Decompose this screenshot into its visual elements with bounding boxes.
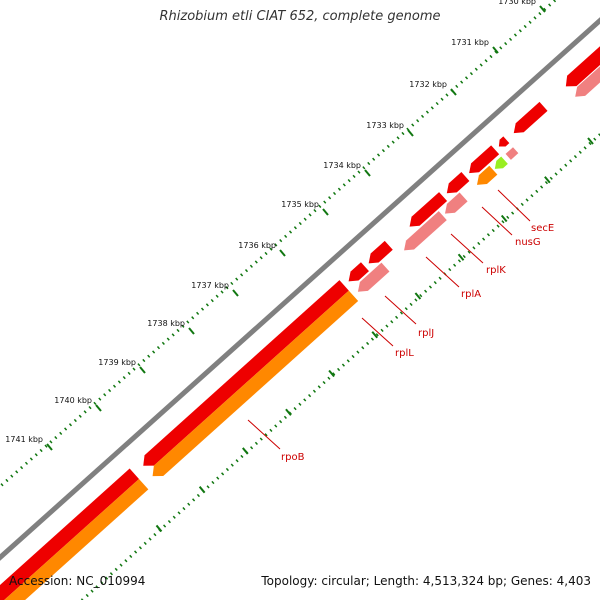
scale-tick-mark: [407, 129, 414, 137]
misc-feature-green[interactable]: [494, 156, 508, 169]
scale-tick-mark: [322, 208, 329, 216]
inner-tick-track: [80, 132, 600, 600]
inner-tick-mark: [457, 253, 465, 261]
inner-tick-mark: [155, 524, 163, 533]
rna-feature-rplK[interactable]: [444, 192, 468, 214]
cds-feature-rplA[interactable]: [409, 192, 448, 227]
gene-label-leader: [497, 189, 531, 222]
inner-tick-mark: [500, 214, 508, 223]
inner-tick-mark: [544, 176, 551, 184]
scale-tick-label: 1737 kbp: [191, 281, 229, 290]
rna-feature-rplA[interactable]: [404, 211, 447, 251]
gene-label-leader: [450, 233, 484, 264]
scale-tick-mark: [46, 443, 53, 451]
cds-feature-rplL[interactable]: [348, 262, 369, 282]
scale-tick-label: 1733 kbp: [366, 121, 404, 130]
cds-feature-secE[interactable]: [498, 136, 510, 147]
cds-feature-nusG[interactable]: [469, 145, 500, 174]
gene-label-leader: [425, 256, 460, 288]
gene-label-leader: [384, 295, 417, 325]
rna-feature-rplJ[interactable]: [357, 262, 390, 292]
inner-tick-mark: [587, 137, 594, 145]
cds-feature-rpoC[interactable]: [0, 468, 139, 600]
scale-tick-mark: [539, 5, 546, 13]
cds-feature-rplK[interactable]: [446, 172, 470, 194]
scale-tick-label: 1734 kbp: [323, 161, 361, 170]
scale-tick-mark: [364, 169, 371, 177]
scale-tick-label: 1740 kbp: [54, 396, 92, 405]
cds-feature-top[interactable]: [565, 28, 600, 87]
genome-summary-text: Topology: circular; Length: 4,513,324 bp…: [261, 574, 591, 588]
gene-label-rplL[interactable]: rplL: [395, 348, 414, 359]
gene-label-leader: [247, 419, 281, 450]
cds-feature-rpoB[interactable]: [143, 280, 349, 466]
gene-feature-rpoC[interactable]: [0, 478, 149, 600]
cds-feature-rplJ[interactable]: [368, 240, 393, 264]
scale-tick-mark: [95, 404, 102, 412]
gene-label-leader: [481, 206, 513, 236]
gene-label-secE[interactable]: secE: [531, 223, 554, 234]
map-title: Rhizobium etli CIAT 652, complete genome: [159, 9, 441, 24]
scale-tick-label: 1731 kbp: [451, 38, 489, 47]
inner-tick-mark: [285, 408, 292, 416]
scale-tick-mark: [139, 366, 146, 374]
scale-tick-mark: [279, 249, 286, 257]
scale-tick-label: 1735 kbp: [281, 200, 319, 209]
gene-label-rplA[interactable]: rplA: [461, 289, 481, 300]
gene-label-rplJ[interactable]: rplJ: [418, 328, 434, 339]
misc-feature-pink[interactable]: [505, 147, 519, 160]
gene-feature-nusG[interactable]: [476, 165, 498, 185]
inner-tick-mark: [198, 486, 206, 494]
scale-tick-label: 1732 kbp: [409, 80, 447, 89]
outer-tick-track: [0, 0, 558, 489]
scale-tick-label: 1736 kbp: [238, 241, 276, 250]
genome-backbone: [0, 17, 600, 561]
scale-tick-mark: [492, 46, 499, 54]
gene-label-leader: [361, 317, 394, 347]
gene-label-rplK[interactable]: rplK: [486, 265, 506, 276]
cds-feature-secE-upstream[interactable]: [513, 101, 548, 134]
rna-feature-top[interactable]: [575, 39, 600, 97]
scale-tick-mark: [188, 327, 195, 335]
gene-feature-rpoB[interactable]: [152, 290, 359, 477]
gene-label-nusG[interactable]: nusG: [515, 237, 541, 248]
scale-tick-label: 1730 kbp: [498, 0, 536, 6]
inner-tick-mark: [371, 331, 379, 339]
gene-label-rpoB[interactable]: rpoB: [281, 452, 305, 463]
scale-tick-label: 1738 kbp: [147, 319, 185, 328]
scale-tick-mark: [232, 289, 239, 297]
inner-tick-mark: [414, 292, 422, 300]
scale-tick-label: 1741 kbp: [5, 435, 43, 444]
scale-tick-label: 1739 kbp: [98, 358, 136, 367]
scale-tick-mark: [450, 88, 457, 96]
inner-tick-mark: [328, 369, 335, 378]
accession-text: Accession: NC_010994: [9, 574, 146, 588]
inner-tick-mark: [242, 447, 249, 455]
